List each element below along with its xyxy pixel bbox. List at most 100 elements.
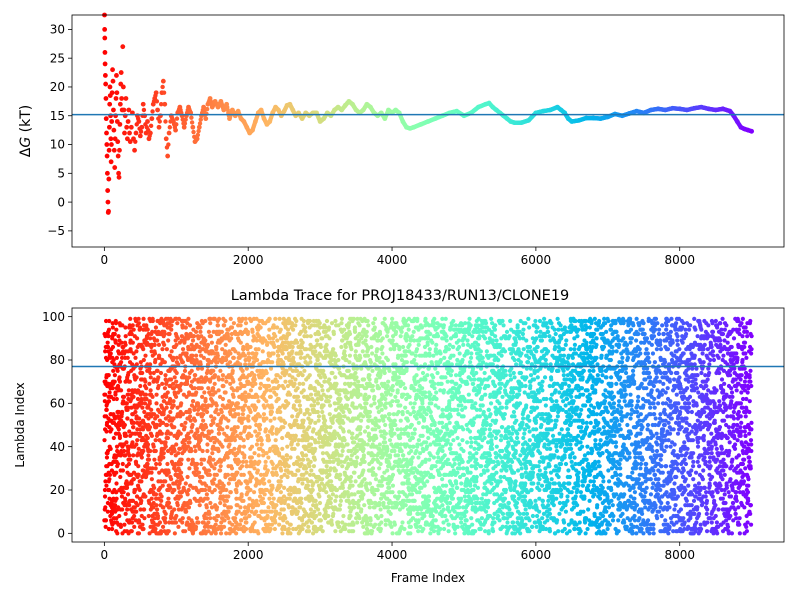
lambda-point xyxy=(230,522,235,527)
lambda-point xyxy=(379,407,384,412)
lambda-point xyxy=(355,455,360,460)
lambda-point xyxy=(252,520,257,525)
lambda-point xyxy=(229,336,234,341)
lambda-point xyxy=(145,461,150,467)
lambda-point xyxy=(352,470,357,475)
lambda-point xyxy=(334,494,339,499)
lambda-point xyxy=(168,431,173,436)
lambda-point xyxy=(129,405,134,410)
delta-g-point xyxy=(127,139,133,145)
lambda-point xyxy=(179,470,184,475)
lambda-point xyxy=(297,490,302,495)
lambda-point xyxy=(352,440,357,445)
lambda-point xyxy=(180,347,186,352)
lambda-point xyxy=(308,355,313,360)
lambda-point xyxy=(211,457,216,462)
lambda-point xyxy=(377,331,383,337)
lambda-point xyxy=(175,321,180,326)
lambda-panel: Lambda Trace for PROJ18433/RUN13/CLONE19… xyxy=(13,288,785,585)
lambda-point xyxy=(218,468,223,473)
lambda-point xyxy=(226,418,231,423)
delta-g-point xyxy=(106,124,112,130)
delta-g-point xyxy=(120,44,126,50)
lambda-point xyxy=(169,349,174,354)
lambda-point xyxy=(361,524,366,529)
lambda-point xyxy=(328,394,333,399)
lambda-point xyxy=(171,416,176,421)
x-tick-label: 2000 xyxy=(233,253,264,267)
lambda-point xyxy=(365,425,370,430)
lambda-point xyxy=(204,505,209,510)
lambda-point xyxy=(148,448,153,454)
lambda-point xyxy=(341,513,346,519)
lambda-point xyxy=(190,353,195,358)
delta-g-point xyxy=(749,128,755,134)
lambda-point xyxy=(226,494,231,499)
lambda-point xyxy=(228,505,233,510)
delta-g-ylabel-g: G xyxy=(18,137,34,148)
delta-g-point xyxy=(102,61,108,67)
lambda-point xyxy=(209,429,214,434)
lambda-point xyxy=(237,459,242,464)
lambda-point xyxy=(342,327,347,332)
lambda-point xyxy=(216,513,221,519)
lambda-point xyxy=(152,485,157,490)
lambda-point xyxy=(153,526,158,532)
lambda-point xyxy=(273,520,278,525)
lambda-point xyxy=(254,357,260,363)
lambda-point xyxy=(314,513,319,519)
lambda-point xyxy=(131,394,136,399)
delta-g-point xyxy=(122,130,127,136)
lambda-point xyxy=(338,472,343,477)
lambda-point xyxy=(291,360,296,365)
lambda-point xyxy=(229,325,235,330)
lambda-point xyxy=(303,466,309,471)
lambda-point xyxy=(114,490,119,495)
lambda-point xyxy=(263,427,269,432)
lambda-point xyxy=(221,483,226,488)
delta-g-point xyxy=(189,115,194,120)
lambda-point xyxy=(172,531,177,536)
lambda-point xyxy=(264,388,269,393)
lambda-point xyxy=(378,373,383,378)
lambda-point xyxy=(171,399,176,404)
lambda-point xyxy=(114,496,119,501)
lambda-point xyxy=(136,316,141,321)
lambda-point xyxy=(131,420,137,425)
lambda-point xyxy=(137,431,143,436)
lambda-point xyxy=(144,386,149,391)
lambda-point xyxy=(208,500,213,506)
lambda-point xyxy=(261,412,267,417)
delta-g-point xyxy=(136,119,142,124)
lambda-point xyxy=(301,381,306,386)
delta-g-point xyxy=(141,107,147,113)
lambda-point xyxy=(367,409,373,415)
lambda-point xyxy=(201,412,206,417)
lambda-point xyxy=(228,316,233,321)
lambda-point xyxy=(140,370,145,376)
lambda-point xyxy=(246,418,251,423)
lambda-point xyxy=(336,520,341,525)
lambda-point xyxy=(342,349,347,354)
lambda-point xyxy=(103,505,108,510)
lambda-point xyxy=(343,526,348,532)
lambda-point xyxy=(326,505,331,510)
lambda-point xyxy=(340,485,345,490)
lambda-point xyxy=(372,401,377,406)
lambda-point xyxy=(212,416,217,421)
lambda-point xyxy=(352,492,357,497)
lambda-point xyxy=(358,392,363,397)
lambda-point xyxy=(303,453,309,458)
delta-g-point xyxy=(166,142,171,147)
lambda-point xyxy=(162,360,167,365)
lambda-point xyxy=(347,360,352,365)
lambda-point xyxy=(152,342,157,347)
lambda-point xyxy=(319,477,325,482)
lambda-point xyxy=(218,368,223,373)
lambda-point xyxy=(330,420,335,425)
lambda-point xyxy=(115,531,120,536)
lambda-point xyxy=(139,498,144,503)
lambda-point xyxy=(206,329,212,334)
lambda-point xyxy=(123,498,128,503)
lambda-point xyxy=(373,427,378,432)
